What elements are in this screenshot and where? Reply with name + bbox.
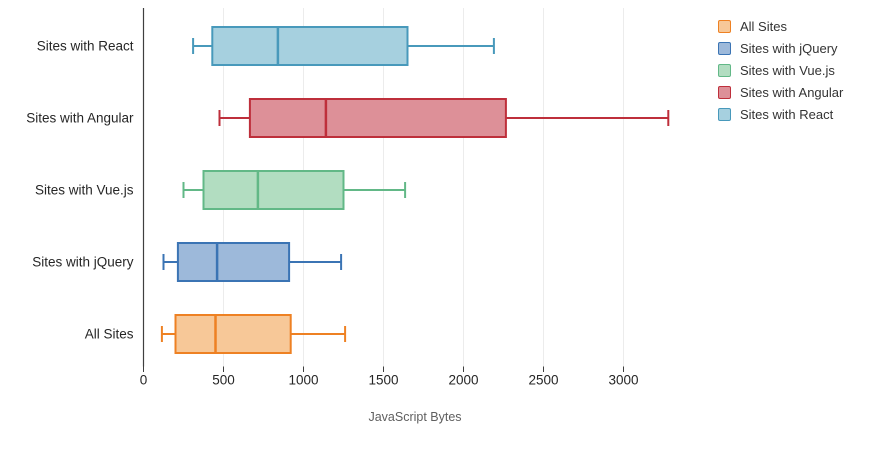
box-series <box>160 26 670 354</box>
category-label: Sites with jQuery <box>32 255 134 270</box>
box-sites-with-angular <box>218 98 670 138</box>
legend-label: All Sites <box>740 18 787 34</box>
legend-item: All Sites <box>718 15 843 37</box>
legend-label: Sites with React <box>740 106 834 122</box>
x-tick-label: 0 <box>140 373 148 388</box>
x-tick-label: 2000 <box>448 373 478 388</box>
legend-label: Sites with Vue.js <box>740 62 835 78</box>
legend-swatch-icon <box>718 85 731 99</box>
legend-swatch-icon <box>718 41 731 55</box>
iqr-box <box>174 314 292 354</box>
category-label: Sites with Vue.js <box>35 183 134 198</box>
x-tick-label: 500 <box>212 373 235 388</box>
category-label: Sites with React <box>37 39 134 54</box>
legend-swatch-icon <box>718 107 731 121</box>
legend-item: Sites with Angular <box>718 81 843 103</box>
x-tick-label: 2500 <box>528 373 558 388</box>
box-sites-with-vue-js <box>182 170 407 210</box>
axis-labels: 0 500 1000 1500 2000 2500 3000 Sites with React… <box>26 39 638 388</box>
legend: All Sites Sites with jQuery Sites with Vue… <box>718 15 843 125</box>
legend-label: Sites with Angular <box>740 84 844 100</box>
box-all-sites <box>160 314 347 354</box>
legend-item: Sites with React <box>718 103 843 125</box>
x-axis-title: JavaScript Bytes <box>368 410 461 424</box>
iqr-box <box>211 26 409 66</box>
legend-label: Sites with jQuery <box>740 40 838 56</box>
axes <box>142 8 624 372</box>
box-sites-with-jquery <box>162 242 343 282</box>
box-sites-with-react <box>192 26 495 66</box>
iqr-box <box>202 170 345 210</box>
grid-lines <box>223 8 624 367</box>
x-tick-label: 1000 <box>288 373 318 388</box>
legend-item: Sites with Vue.js <box>718 59 843 81</box>
iqr-box <box>248 98 507 138</box>
legend-swatch-icon <box>718 63 731 77</box>
iqr-box <box>176 242 291 282</box>
legend-swatch-icon <box>718 19 731 33</box>
x-tick-label: 1500 <box>368 373 398 388</box>
category-label: All Sites <box>85 327 134 342</box>
legend-item: Sites with jQuery <box>718 37 843 59</box>
category-label: Sites with Angular <box>26 111 134 126</box>
x-tick-label: 3000 <box>608 373 638 388</box>
